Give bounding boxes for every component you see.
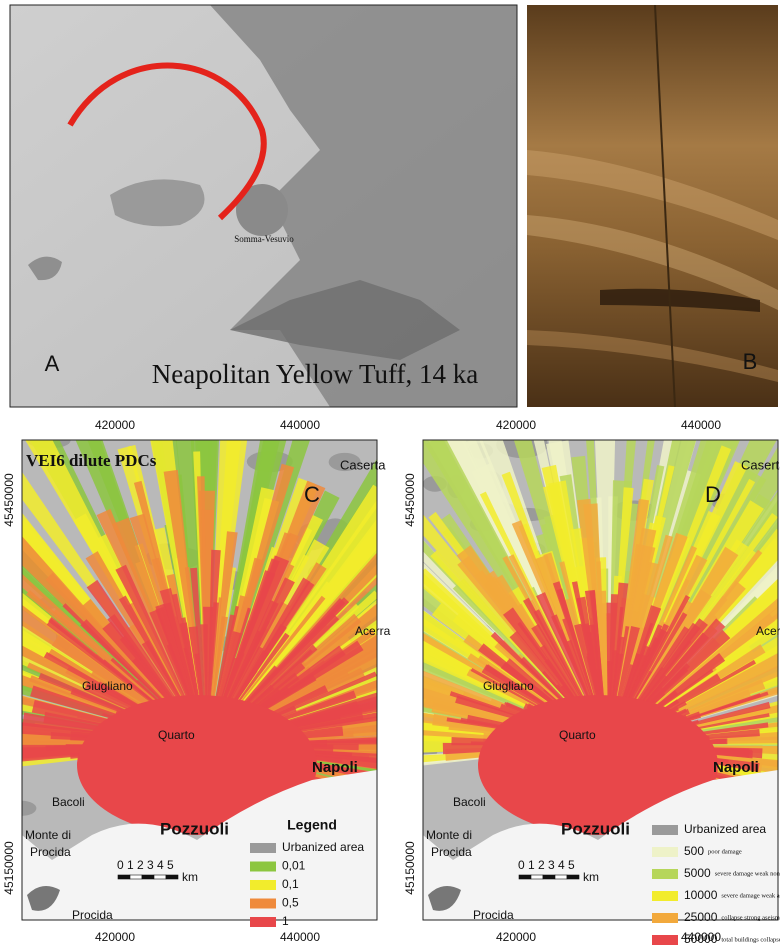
place-name: Napoli (312, 759, 358, 776)
place-name: Procida (30, 845, 71, 859)
place-name: Bacoli (52, 795, 85, 809)
legend-swatch (652, 891, 678, 901)
scale-segment (154, 875, 166, 879)
legend-label: 1 (282, 914, 289, 928)
legend-note: severe damage weak aseismic buildings (721, 892, 780, 899)
panel-letter: C (304, 482, 320, 507)
scale-segment (567, 875, 579, 879)
legend-swatch (652, 913, 678, 923)
scale-ticks: 0 1 2 3 4 5 (518, 858, 575, 872)
scale-unit: km (583, 870, 599, 884)
legend-label: 25000 (684, 910, 718, 924)
x-tick-label: 420000 (95, 930, 135, 944)
legend-note: total buildings collapse (721, 936, 780, 943)
place-name: Monte di (426, 828, 472, 842)
x-tick-label: 440000 (280, 418, 320, 432)
place-name: Procida (431, 845, 472, 859)
legend-label: 5000 (684, 866, 711, 880)
legend-note: poor damage (708, 848, 742, 855)
panel-caption: Neapolitan Yellow Tuff, 14 ka (152, 359, 479, 389)
x-tick-label: 440000 (280, 930, 320, 944)
place-name: Bacoli (453, 795, 486, 809)
legend-swatch (250, 899, 276, 909)
x-tick-label: 440000 (681, 418, 721, 432)
panel-a: Somma-Vesuvio A Neapolitan Yellow Tuff, … (10, 5, 517, 407)
panel-letter: B (743, 349, 758, 374)
legend-swatch (250, 843, 276, 853)
place-name: Caserta (340, 457, 386, 472)
place-name: Caserta (741, 457, 780, 472)
place-name: Acerra (756, 624, 780, 638)
legend-swatch (652, 869, 678, 879)
legend-note: severe damage weak non-aseismic building… (715, 870, 780, 877)
legend-label: 10000 (684, 888, 718, 902)
legend-note: collapse strong aseismic buildings (721, 914, 780, 921)
map-title: VEI6 dilute PDCs (26, 451, 157, 470)
y-tick-label: 45450000 (2, 473, 16, 527)
y-tick-label: 45450000 (403, 473, 417, 527)
legend-label: 0,5 (282, 896, 299, 910)
place-name: Pozzuoli (160, 819, 229, 838)
legend-swatch (250, 880, 276, 890)
scale-segment (555, 875, 567, 879)
x-tick-label: 420000 (496, 418, 536, 432)
x-tick-label: 420000 (496, 930, 536, 944)
place-name: Pozzuoli (561, 819, 630, 838)
page: { "panel_a": {"letter": "A", "caption": … (0, 0, 780, 947)
legend-title: Legend (287, 817, 337, 833)
panel-b: B (527, 5, 778, 407)
legend-label: Urbanized area (282, 840, 364, 854)
place-name: Quarto (158, 728, 195, 742)
volcano-label: Somma-Vesuvio (234, 234, 294, 244)
y-tick-label: 45150000 (2, 841, 16, 895)
place-name: Giugliano (82, 679, 133, 693)
place-name: Quarto (559, 728, 596, 742)
legend-label: 500 (684, 844, 704, 858)
legend-label: Urbanized area (684, 822, 766, 836)
legend-swatch (652, 847, 678, 857)
scale-segment (519, 875, 531, 879)
panel-letter: D (705, 482, 721, 507)
legend-label: 50000 (684, 932, 718, 946)
scale-segment (166, 875, 178, 879)
legend-swatch (250, 862, 276, 872)
x-tick-label: 420000 (95, 418, 135, 432)
scale-ticks: 0 1 2 3 4 5 (117, 858, 174, 872)
scale-segment (118, 875, 130, 879)
scale-segment (531, 875, 543, 879)
legend-label: 0,1 (282, 877, 299, 891)
figure: Somma-Vesuvio A Neapolitan Yellow Tuff, … (0, 0, 780, 947)
place-name: Napoli (713, 759, 759, 776)
place-name: Procida (473, 908, 514, 922)
scale-segment (130, 875, 142, 879)
place-name: Procida (72, 908, 113, 922)
legend-label: 0,01 (282, 859, 306, 873)
legend-swatch (652, 935, 678, 945)
panel-letter: A (45, 351, 60, 376)
scale-unit: km (182, 870, 198, 884)
legend-swatch (250, 917, 276, 927)
place-name: Acerra (355, 624, 391, 638)
y-tick-label: 45150000 (403, 841, 417, 895)
scale-segment (543, 875, 555, 879)
place-name: Monte di (25, 828, 71, 842)
place-name: Giugliano (483, 679, 534, 693)
scale-segment (142, 875, 154, 879)
legend-swatch (652, 825, 678, 835)
